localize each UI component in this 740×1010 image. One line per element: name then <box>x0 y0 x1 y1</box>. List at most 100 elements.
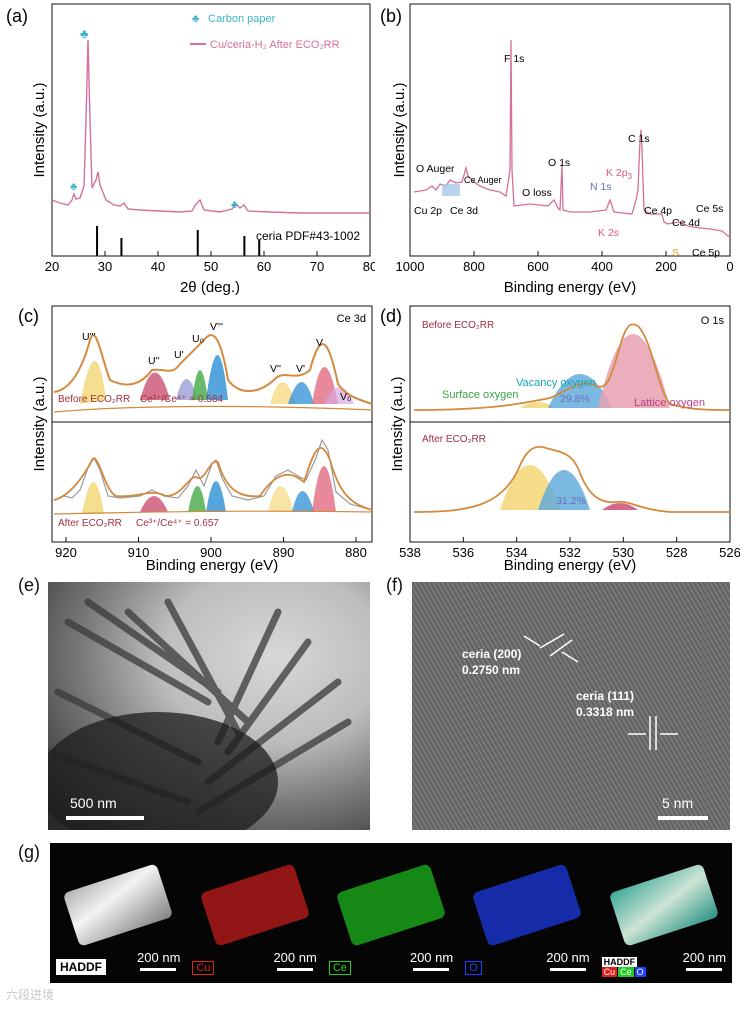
vacancy-oxygen-fill <box>538 470 590 510</box>
element-label: HADDF <box>56 959 106 975</box>
fringe2-spacing: 0.3318 nm <box>576 705 634 719</box>
before-envelope <box>413 323 731 411</box>
sample-shape <box>199 862 310 947</box>
peak-ce3d: Ce 3d <box>450 205 478 217</box>
panel-c-title: Ce 3d <box>337 313 366 325</box>
panel-c-frame <box>51 305 373 543</box>
hrtem-overlay: ceria (200) 0.2750 nm ceria (111) 0.3318… <box>412 582 730 830</box>
fringe1-name: ceria (200) <box>462 647 521 661</box>
carbon-marker-icon: ♣ <box>80 26 89 41</box>
x-tick-label: 0 <box>726 259 733 274</box>
peak-label-u0: U₀ <box>192 333 204 345</box>
scale-bar <box>140 968 177 971</box>
peak-cu2p: Cu 2p <box>414 205 442 217</box>
y-axis-title: Intensity (a.u.) <box>31 82 48 177</box>
x-tick-label: 40 <box>151 259 165 274</box>
overlay-legend-item: Cu <box>601 967 618 977</box>
peak-k2p3: K 2p3 <box>606 167 633 181</box>
legend-cu-ceria: Cu/ceria-H₂ After ECO₂RR <box>210 39 340 51</box>
peak-label-v0: V₀ <box>340 391 351 403</box>
y-axis-title: Intensity (a.u.) <box>389 376 406 471</box>
x-tick-label: 30 <box>98 259 112 274</box>
panel-d-label: (d) <box>380 306 402 326</box>
panel-d-title: O 1s <box>701 315 725 327</box>
before-label: Before ECO₂RR <box>58 394 130 405</box>
element-label: O <box>465 961 482 975</box>
lattice-oxygen-fill <box>598 334 670 408</box>
reference-lines <box>96 226 261 256</box>
x-axis-ticks: 1000 800 600 400 200 0 <box>396 251 734 274</box>
after-baseline <box>53 510 373 515</box>
peak-label-v2: V'' <box>270 363 281 375</box>
panel-b-frame <box>409 3 731 257</box>
element-label: Cu <box>192 961 215 975</box>
vacancy-oxygen-label: Vacancy oxygen <box>516 377 596 389</box>
x-axis-ticks: 538 536 534 532 530 528 526 <box>399 537 740 560</box>
legend-carbon-marker-icon: ♣ <box>192 13 199 25</box>
arrow-icon <box>561 651 579 663</box>
scale-bar-label: 200 nm <box>409 950 454 965</box>
x-axis-title: Binding energy (eV) <box>146 557 279 574</box>
peak-oloss: O loss <box>522 187 552 199</box>
peak-fill <box>188 486 206 512</box>
scale-bar <box>549 968 586 971</box>
carbon-marker-icon: ♣ <box>231 199 238 211</box>
x-tick-label: 70 <box>310 259 324 274</box>
scale-bar <box>276 968 313 971</box>
arrow-icon <box>523 635 541 647</box>
peak-fill <box>324 387 354 404</box>
scale-bar-label: 5 nm <box>662 795 693 811</box>
x-tick-label: 532 <box>559 545 581 560</box>
peak-fill <box>206 481 226 512</box>
panel-a-xrd: (a) ♣ Carbon paper Cu/ceria-H₂ After ECO… <box>6 3 375 296</box>
overlay-haddf-label: HADDF <box>601 957 638 967</box>
peak-n1s: N 1s <box>590 181 612 193</box>
peak-fill <box>268 486 294 512</box>
x-tick-label: 200 <box>655 259 677 274</box>
nanorod-bundle-art: 500 nm <box>48 598 352 830</box>
peak-fill <box>192 370 208 400</box>
x-tick-label: 890 <box>273 545 295 560</box>
x-tick-label: 900 <box>200 545 222 560</box>
peak-label-u3: U''' <box>82 331 96 343</box>
lattice-oxygen-label: Lattice oxygen <box>634 397 705 409</box>
peak-fill <box>292 491 314 512</box>
fringe1-spacing: 0.2750 nm <box>462 663 520 677</box>
peak-fill <box>82 482 104 514</box>
surface-oxygen-label: Surface oxygen <box>442 389 518 401</box>
x-tick-label: 50 <box>204 259 218 274</box>
peak-s: S <box>672 247 679 259</box>
after-label: After ECO₂RR <box>422 434 486 445</box>
x-tick-label: 20 <box>45 259 59 274</box>
eds-map-haddf-4: 200 nm HADDF Cu Ce O <box>595 843 733 983</box>
x-tick-label: 910 <box>128 545 150 560</box>
peak-c1s: C 1s <box>628 133 650 145</box>
x-axis-title: Binding energy (eV) <box>504 557 637 574</box>
y-axis-title: Intensity (a.u.) <box>31 376 48 471</box>
panel-c-ce3d: (c) Ce 3d U''' U'' U' U₀ V''' V'' V' V V… <box>18 305 373 574</box>
x-tick-label: 526 <box>719 545 740 560</box>
x-tick-label: 880 <box>345 545 367 560</box>
scale-bar-label: 200 nm <box>273 950 317 965</box>
after-raw-trace <box>53 438 373 511</box>
peak-o-auger: O Auger <box>416 163 455 175</box>
after-percent: 31.2% <box>556 495 586 507</box>
overlay-legend-item: Ce <box>618 967 634 977</box>
x-tick-label: 1000 <box>396 259 425 274</box>
panel-e-label: (e) <box>18 575 40 595</box>
peak-ce4d: Ce 4d <box>672 217 700 229</box>
x-tick-label: 530 <box>612 545 634 560</box>
peak-label-u2: U'' <box>148 355 160 367</box>
carbon-marker-icon: ♣ <box>70 181 77 193</box>
peak-k2s: K 2s <box>598 227 619 239</box>
x-axis-ticks: 920 910 900 890 880 <box>55 537 367 560</box>
peak-ce4p: Ce 4p <box>644 205 672 217</box>
x-tick-label: 400 <box>591 259 613 274</box>
scale-bar <box>413 968 450 971</box>
x-axis-ticks: 20 30 40 50 60 70 80 <box>45 251 375 274</box>
xps-survey-trace <box>413 39 730 237</box>
peak-fill <box>288 382 314 404</box>
x-tick-label: 534 <box>506 545 528 560</box>
scale-bar-label: 200 nm <box>682 950 727 965</box>
watermark: 六段进境 <box>6 988 55 1002</box>
